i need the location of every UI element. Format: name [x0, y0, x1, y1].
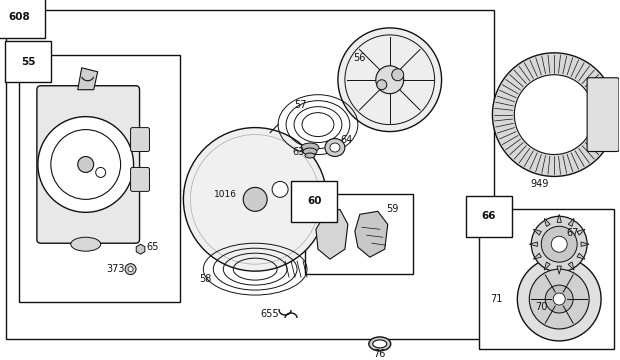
Text: 76: 76: [374, 349, 386, 359]
Text: 65: 65: [146, 242, 159, 252]
FancyBboxPatch shape: [131, 127, 149, 152]
Circle shape: [184, 127, 327, 271]
Circle shape: [517, 257, 601, 341]
Text: 63: 63: [292, 147, 304, 157]
FancyBboxPatch shape: [37, 86, 140, 243]
Polygon shape: [544, 262, 550, 270]
Circle shape: [272, 181, 288, 197]
Text: 57: 57: [294, 100, 306, 110]
Circle shape: [492, 226, 502, 236]
Bar: [305, 194, 413, 274]
Text: 59: 59: [386, 204, 399, 214]
Text: 60: 60: [307, 196, 322, 206]
Text: 64: 64: [341, 135, 353, 145]
Circle shape: [492, 53, 616, 176]
Circle shape: [376, 66, 404, 94]
Circle shape: [125, 264, 136, 275]
Text: 66: 66: [482, 211, 496, 221]
Text: 71: 71: [490, 294, 503, 304]
Circle shape: [515, 75, 594, 154]
Text: eReplacementParts.com: eReplacementParts.com: [147, 187, 334, 202]
Text: 68: 68: [480, 224, 492, 234]
Polygon shape: [557, 214, 561, 222]
Text: 67: 67: [566, 228, 578, 238]
Circle shape: [377, 80, 387, 90]
Polygon shape: [577, 253, 585, 259]
Circle shape: [38, 117, 133, 212]
Bar: [19, 55, 180, 302]
Polygon shape: [557, 266, 561, 274]
Circle shape: [529, 269, 589, 329]
Polygon shape: [529, 242, 538, 246]
Text: 55: 55: [21, 57, 35, 67]
Ellipse shape: [325, 139, 345, 157]
Text: 56: 56: [353, 53, 366, 63]
Circle shape: [392, 69, 404, 81]
FancyBboxPatch shape: [131, 167, 149, 192]
Polygon shape: [568, 218, 574, 226]
Text: 70: 70: [535, 302, 547, 312]
Text: 608: 608: [8, 12, 30, 22]
Circle shape: [243, 188, 267, 211]
Circle shape: [553, 293, 565, 305]
Circle shape: [545, 285, 573, 313]
Bar: [6, 10, 494, 339]
Text: 58: 58: [199, 274, 211, 284]
FancyBboxPatch shape: [587, 78, 619, 152]
Circle shape: [541, 226, 577, 262]
Ellipse shape: [303, 148, 317, 155]
Circle shape: [128, 267, 133, 272]
Ellipse shape: [71, 237, 100, 251]
Polygon shape: [581, 242, 589, 246]
Bar: [479, 209, 614, 349]
Polygon shape: [78, 68, 98, 90]
Ellipse shape: [373, 340, 387, 348]
Circle shape: [551, 236, 567, 252]
Text: 373: 373: [107, 264, 125, 274]
Polygon shape: [544, 218, 550, 226]
Polygon shape: [568, 262, 574, 270]
Polygon shape: [316, 209, 348, 259]
Circle shape: [95, 167, 105, 177]
Text: 1016: 1016: [214, 190, 237, 199]
Polygon shape: [577, 229, 585, 235]
Circle shape: [531, 216, 587, 272]
Polygon shape: [355, 211, 388, 257]
Circle shape: [338, 28, 441, 131]
Ellipse shape: [301, 143, 319, 152]
Text: 949: 949: [530, 179, 549, 189]
Ellipse shape: [305, 153, 315, 158]
Polygon shape: [533, 229, 541, 235]
Ellipse shape: [369, 337, 391, 351]
Polygon shape: [533, 253, 541, 259]
Text: 655: 655: [261, 309, 280, 319]
Ellipse shape: [330, 143, 340, 152]
Circle shape: [78, 157, 94, 172]
